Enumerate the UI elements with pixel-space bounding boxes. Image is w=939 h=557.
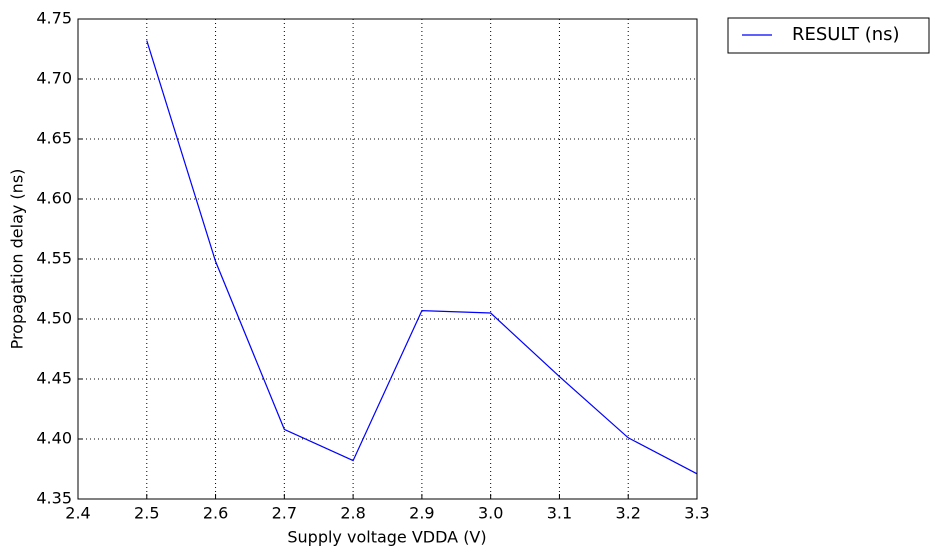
- x-tick-label: 3.3: [684, 504, 709, 523]
- y-tick-label: 4.60: [36, 189, 72, 208]
- y-tick-label: 4.50: [36, 309, 72, 328]
- x-tick-label: 2.9: [409, 504, 434, 523]
- y-tick-label: 4.70: [36, 69, 72, 88]
- y-tick-label: 4.65: [36, 129, 72, 148]
- x-tick-label: 2.8: [340, 504, 365, 523]
- y-tick-label: 4.35: [36, 489, 72, 508]
- y-tick-label: 4.75: [36, 9, 72, 28]
- x-tick-label: 3.1: [547, 504, 572, 523]
- x-tick-label: 2.4: [65, 504, 90, 523]
- y-tick-label: 4.40: [36, 429, 72, 448]
- x-tick-label: 3.0: [478, 504, 503, 523]
- x-tick-label: 2.6: [203, 504, 228, 523]
- x-axis-label: Supply voltage VDDA (V): [287, 528, 486, 547]
- y-tick-label: 4.45: [36, 369, 72, 388]
- legend-label: RESULT (ns): [792, 24, 900, 45]
- y-tick-label: 4.55: [36, 249, 72, 268]
- x-tick-label: 2.7: [272, 504, 297, 523]
- plot-frame: [77, 18, 698, 500]
- x-tick-label: 2.5: [134, 504, 159, 523]
- y-axis-label: Propagation delay (ns): [8, 169, 27, 350]
- data-line: [146, 40, 698, 475]
- x-tick-label: 3.2: [615, 504, 640, 523]
